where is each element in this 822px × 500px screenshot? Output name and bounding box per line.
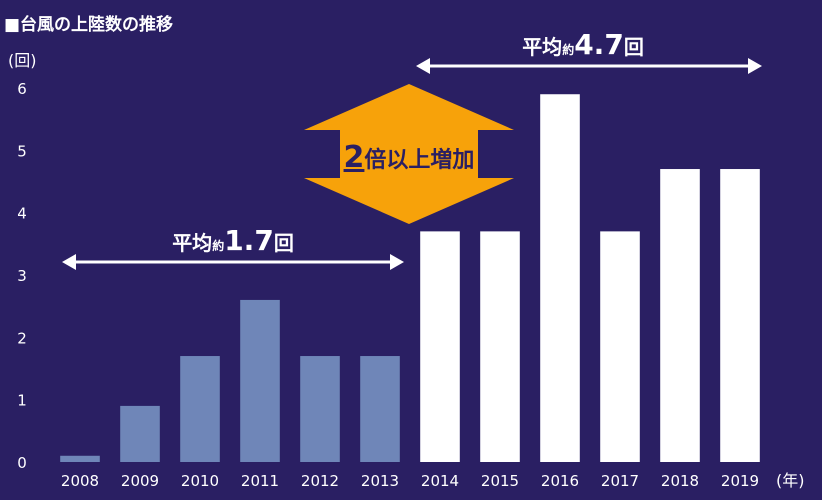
- average-after-unit: 回: [624, 35, 644, 59]
- x-tick-label: 2011: [241, 472, 279, 490]
- average-after-label: 平均約4.7回: [522, 28, 644, 61]
- bar-2019: [720, 169, 760, 463]
- x-tick-label: 2015: [481, 472, 519, 490]
- double-arrow-icon: [304, 84, 514, 224]
- bar-2014: [420, 231, 460, 462]
- average-after-annotation: 平均約4.7回: [416, 28, 762, 74]
- bar-2010: [180, 356, 220, 462]
- x-tick-label: 2019: [721, 472, 759, 490]
- y-axis-unit-label: (回): [8, 51, 37, 70]
- right-arrowhead-icon: [748, 58, 762, 74]
- x-tick-label: 2009: [121, 472, 159, 490]
- x-tick-label: 2012: [301, 472, 339, 490]
- bar-2011: [240, 299, 280, 462]
- average-before-label: 平均約1.7回: [172, 224, 294, 257]
- bar-series: [60, 94, 760, 463]
- increase-callout-label: 2倍以上増加: [344, 140, 475, 175]
- left-arrowhead-icon: [62, 254, 76, 270]
- y-tick-label: 3: [17, 267, 27, 285]
- x-axis-ticks: 2008 2009 2010 2011 2012 2013 2014 2015 2016 2017…: [61, 472, 759, 490]
- increase-callout-text: 倍以上増加: [364, 147, 474, 173]
- average-after-value: 4.7: [574, 28, 624, 61]
- bar-2008: [60, 455, 100, 462]
- x-tick-label: 2008: [61, 472, 99, 490]
- increase-callout-number: 2: [344, 140, 365, 175]
- average-before-approx: 約: [212, 238, 224, 253]
- x-axis-unit-label: (年): [776, 471, 805, 490]
- average-before-unit: 回: [274, 231, 294, 255]
- average-before-prefix: 平均: [172, 231, 212, 255]
- bar-2015: [480, 231, 520, 462]
- average-after-prefix: 平均: [522, 35, 562, 59]
- y-tick-label: 4: [17, 205, 27, 223]
- bar-2013: [360, 356, 400, 462]
- x-tick-label: 2018: [661, 472, 699, 490]
- y-tick-label: 0: [17, 454, 27, 472]
- average-before-annotation: 平均約1.7回: [62, 224, 404, 270]
- bar-2016: [540, 94, 580, 462]
- y-tick-label: 2: [17, 329, 27, 347]
- x-tick-label: 2010: [181, 472, 219, 490]
- right-arrowhead-icon: [390, 254, 404, 270]
- x-tick-label: 2017: [601, 472, 639, 490]
- y-tick-label: 6: [17, 80, 27, 98]
- bar-2017: [600, 231, 640, 462]
- y-axis-ticks: 0 1 2 3 4 5 6: [17, 80, 27, 472]
- x-tick-label: 2013: [361, 472, 399, 490]
- bar-2018: [660, 169, 700, 463]
- x-tick-label: 2016: [541, 472, 579, 490]
- y-tick-label: 1: [17, 392, 27, 410]
- left-arrowhead-icon: [416, 58, 430, 74]
- chart-title: ■台風の上陸数の推移: [4, 14, 173, 35]
- y-tick-label: 5: [17, 142, 27, 160]
- bar-2012: [300, 356, 340, 462]
- average-before-value: 1.7: [224, 224, 274, 257]
- average-after-approx: 約: [562, 42, 574, 57]
- x-tick-label: 2014: [421, 472, 459, 490]
- increase-callout: 2倍以上増加: [304, 84, 514, 224]
- bar-2009: [120, 405, 160, 462]
